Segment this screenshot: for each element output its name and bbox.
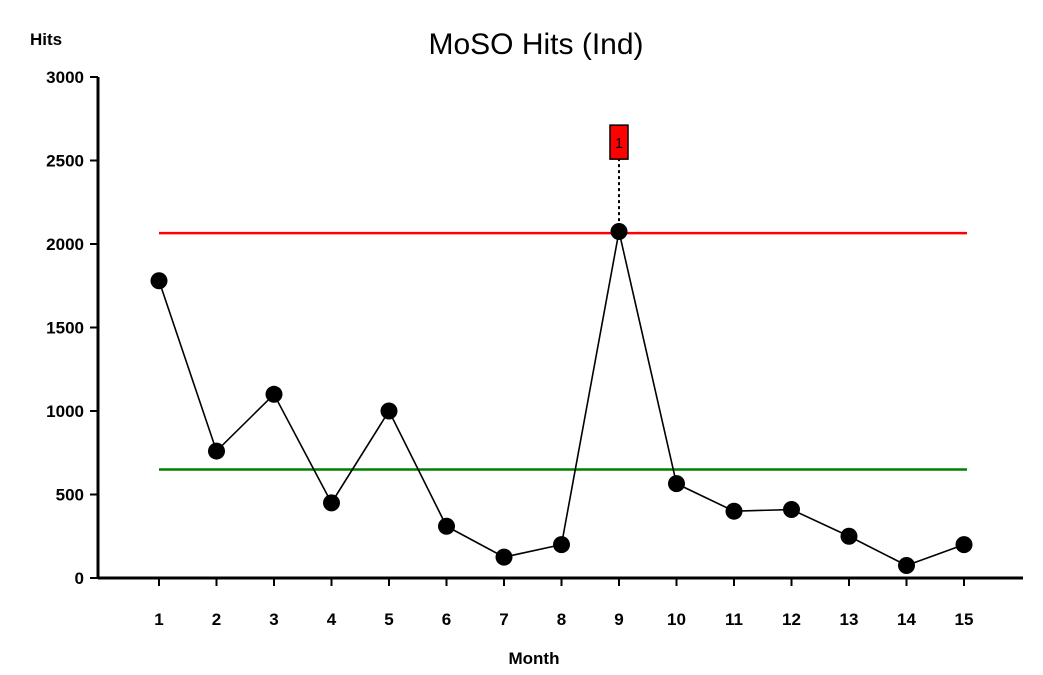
x-tick-label: 11 [725, 610, 743, 629]
x-tick-label: 14 [897, 610, 916, 629]
x-tick-label: 3 [269, 610, 278, 629]
chart-title: MoSO Hits (Ind) [428, 28, 643, 61]
data-point [668, 475, 685, 493]
y-tick-label: 3000 [46, 68, 84, 87]
x-tick-label: 7 [499, 610, 508, 629]
x-tick-label: 12 [782, 610, 801, 629]
annotation-flag-label: 1 [615, 135, 623, 152]
x-tick-label: 10 [667, 610, 686, 629]
x-tick-label: 15 [955, 610, 974, 629]
data-point [150, 272, 168, 290]
x-tick-label: 5 [384, 610, 393, 629]
data-point [610, 222, 628, 240]
x-tick-label: 1 [154, 610, 163, 629]
y-tick-label: 2500 [46, 152, 84, 171]
x-tick-label: 13 [840, 610, 859, 629]
x-tick-label: 9 [614, 610, 623, 629]
annotation-flag [609, 124, 629, 160]
y-axis-label: Hits [30, 30, 62, 49]
x-tick-label: 4 [327, 610, 337, 629]
x-tick-label: 2 [212, 610, 221, 629]
data-point [438, 517, 455, 535]
data-point [323, 494, 340, 512]
y-tick-label: 500 [56, 486, 84, 505]
data-point [783, 501, 800, 519]
y-tick-label: 1500 [46, 319, 84, 338]
data-point [840, 527, 858, 545]
data-point [955, 536, 973, 554]
data-point [898, 556, 915, 574]
data-point [495, 548, 513, 566]
x-tick-label: 6 [442, 610, 451, 629]
y-tick-label: 2000 [46, 235, 84, 254]
x-tick-label: 8 [557, 610, 566, 629]
data-point [265, 385, 283, 403]
data-point [725, 502, 743, 520]
data-point [208, 442, 225, 460]
y-tick-label: 1000 [46, 402, 84, 421]
x-axis-label: Month [509, 649, 560, 668]
data-point [380, 402, 398, 420]
data-point [553, 536, 570, 554]
y-tick-label: 0 [75, 569, 84, 588]
